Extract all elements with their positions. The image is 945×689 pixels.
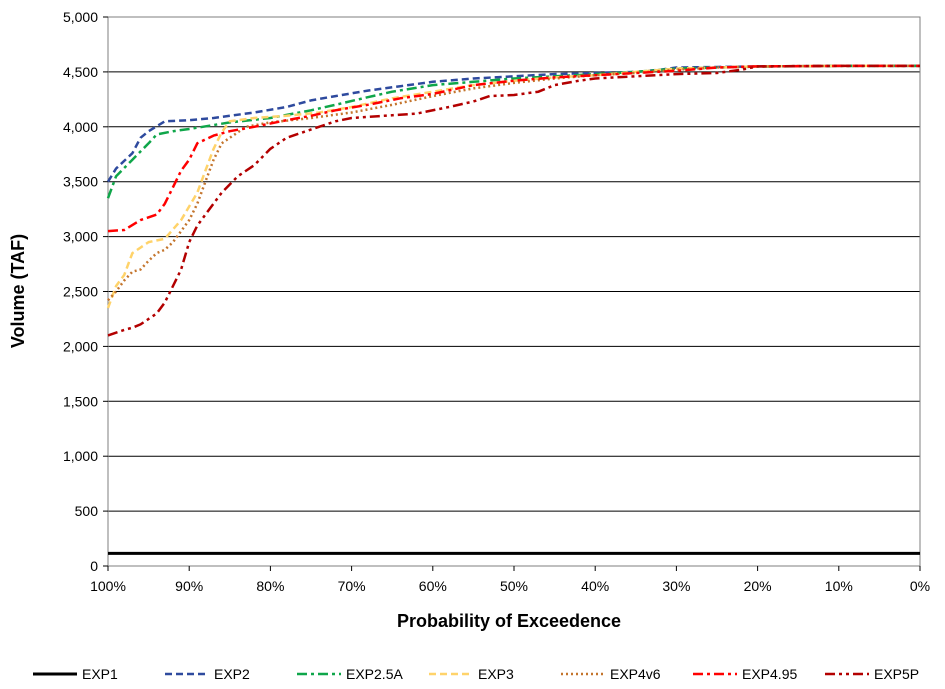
series-line-exp4-95 xyxy=(107,64,920,233)
y-tick-label: 2,500 xyxy=(63,284,98,300)
y-tick-label: 1,500 xyxy=(63,393,98,409)
y-tick-label: 4,500 xyxy=(63,64,98,80)
series-line-exp3 xyxy=(106,64,920,309)
x-tick-label: 10% xyxy=(825,578,853,594)
x-tick-label: 20% xyxy=(744,578,772,594)
x-tick-label: 50% xyxy=(500,578,528,594)
legend: EXP1 EXP2 EXP2.5A EXP3 EXP4v6 EXP4.95 EXP5P xyxy=(33,666,919,682)
legend-label: EXP2 xyxy=(214,666,250,682)
y-axis-ticks: 0 500 1,000 1,500 2,000 2,500 3,000 3,500 4,000 4… xyxy=(63,9,108,574)
legend-label: EXP5P xyxy=(874,666,919,682)
series-line-exp5p xyxy=(107,64,920,337)
legend-label: EXP1 xyxy=(82,666,118,682)
legend-label: EXP3 xyxy=(478,666,514,682)
x-tick-label: 80% xyxy=(256,578,284,594)
gridlines xyxy=(108,71,920,512)
x-tick-label: 0% xyxy=(910,578,930,594)
y-tick-label: 5,000 xyxy=(63,9,98,25)
legend-label: EXP4.95 xyxy=(742,666,797,682)
y-tick-label: 3,500 xyxy=(63,174,98,190)
y-tick-label: 1,000 xyxy=(63,448,98,464)
x-axis-title: Probability of Exceedence xyxy=(397,611,621,631)
x-tick-label: 30% xyxy=(662,578,690,594)
x-tick-label: 70% xyxy=(338,578,366,594)
y-tick-label: 2,000 xyxy=(63,338,98,354)
x-tick-label: 90% xyxy=(175,578,203,594)
x-axis-ticks: 100% 90% 80% 70% 60% 50% 40% 30% 20% 10% 0% xyxy=(90,566,930,594)
x-tick-label: 100% xyxy=(90,578,126,594)
y-tick-label: 4,000 xyxy=(63,119,98,135)
y-tick-label: 500 xyxy=(75,503,99,519)
legend-label: EXP2.5A xyxy=(346,666,403,682)
y-axis-title: Volume (TAF) xyxy=(8,234,28,348)
y-tick-label: 3,000 xyxy=(63,229,98,245)
x-tick-label: 60% xyxy=(419,578,447,594)
series-lines xyxy=(106,64,920,555)
x-tick-label: 40% xyxy=(581,578,609,594)
y-tick-label: 0 xyxy=(90,558,98,574)
legend-label: EXP4v6 xyxy=(610,666,661,682)
